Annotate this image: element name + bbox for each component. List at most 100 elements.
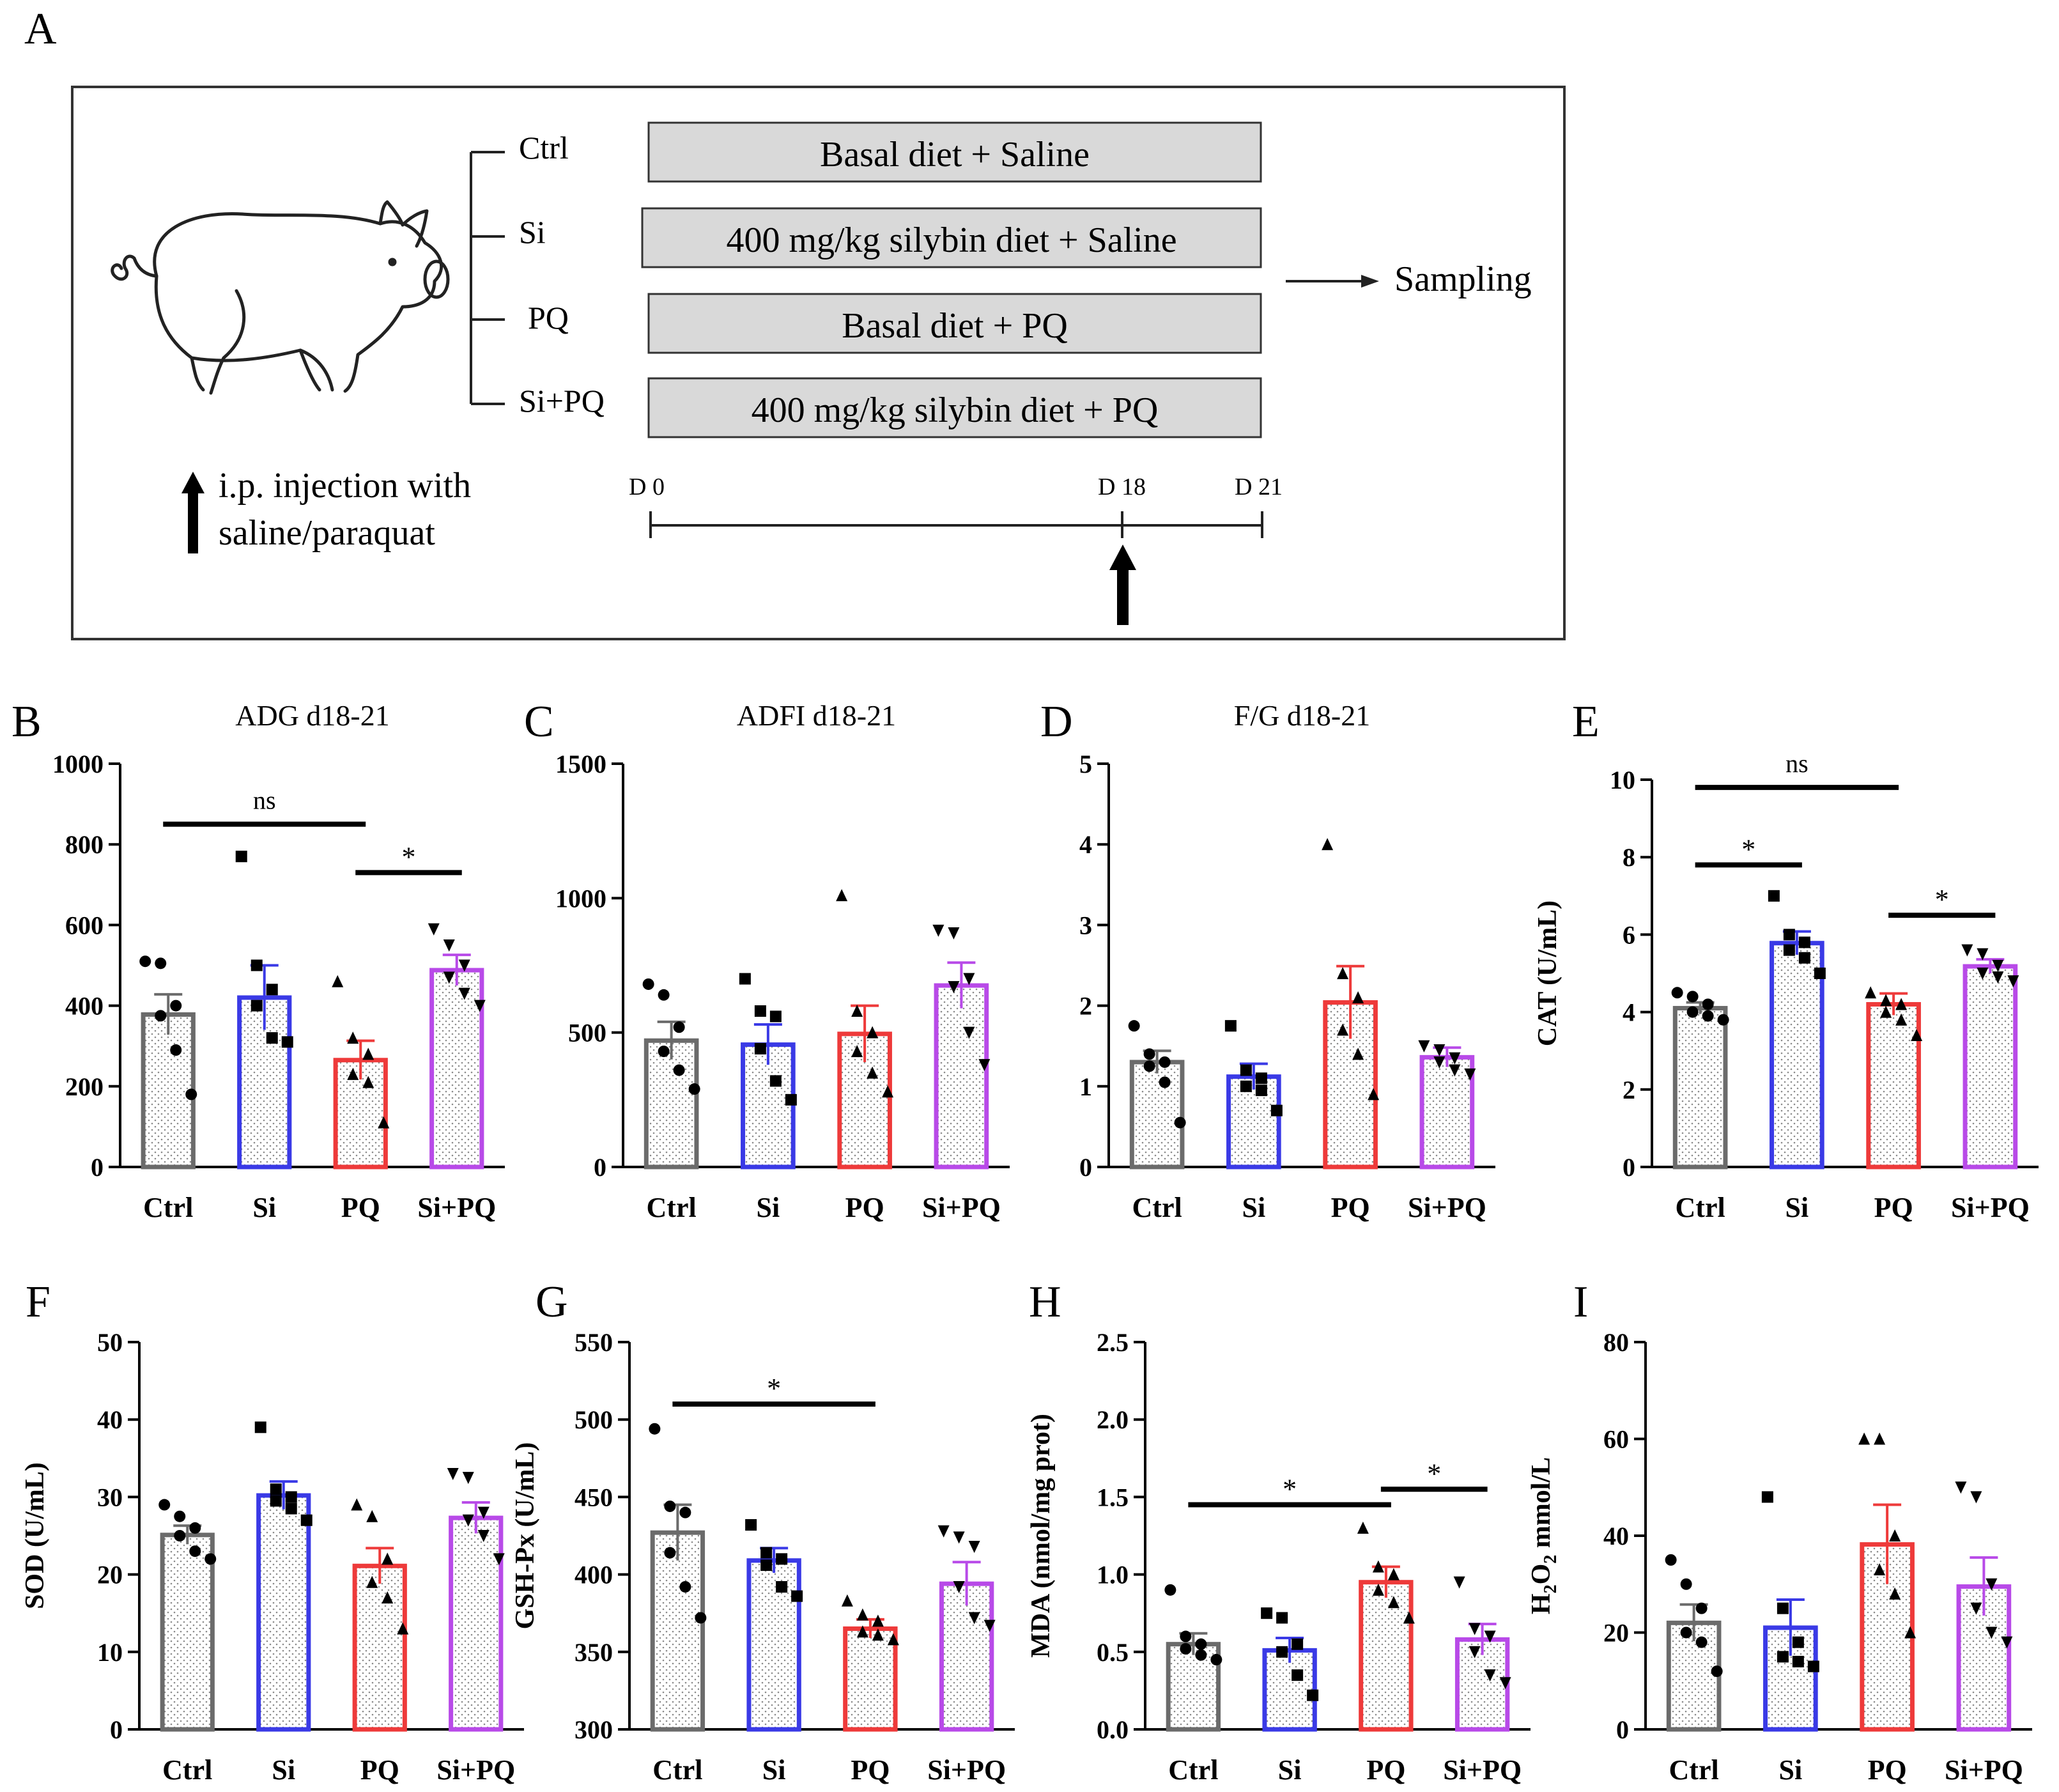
data-point-si-pq [1453, 1576, 1465, 1589]
data-point-si-pq [458, 987, 470, 1000]
y-tick-label: 1.0 [1097, 1561, 1129, 1589]
bar-ctrl [650, 1530, 706, 1732]
data-point-si-pq [1986, 1578, 1998, 1591]
data-point-si-pq [1499, 1677, 1511, 1690]
data-point-pq [1889, 1529, 1901, 1541]
pig-icon [111, 200, 450, 395]
data-point-si-pq [1992, 959, 2004, 972]
data-point-ctrl [1702, 1010, 1714, 1022]
group-bracket [470, 151, 505, 405]
data-point-ctrl [1695, 1602, 1708, 1614]
y-tick-label: 400 [65, 992, 104, 1021]
data-point-pq [362, 1047, 374, 1060]
data-point-si [1240, 1080, 1252, 1092]
data-point-pq [867, 1026, 879, 1039]
data-point-si [1807, 1660, 1819, 1672]
data-point-pq [867, 1066, 879, 1079]
data-point-pq [397, 1622, 409, 1635]
data-point-ctrl [1695, 1636, 1708, 1648]
x-tick-label: Si [252, 1192, 276, 1223]
panel-label-a: A [24, 4, 57, 54]
x-tick-label: Si+PQ [922, 1192, 1001, 1223]
data-point-si [1255, 1072, 1267, 1085]
treatment-text-pq: Basal diet + PQ [842, 306, 1068, 346]
data-point-pq [366, 1575, 378, 1588]
panel-label-e: E [1572, 697, 1600, 746]
arrow-up-icon [181, 472, 204, 553]
data-point-ctrl [1680, 1578, 1692, 1590]
data-point-si [754, 1042, 766, 1054]
x-tick-label: Ctrl [652, 1754, 702, 1786]
bar-si-pq [939, 1581, 994, 1732]
data-point-si-pq [1449, 1052, 1461, 1065]
y-tick-label: 500 [568, 1019, 606, 1047]
data-point-si [1777, 1651, 1789, 1663]
data-point-si [1783, 929, 1795, 941]
data-point-ctrl [673, 1064, 685, 1076]
chart-h2o2: 0 20 40 60 80 H2O2 mmol/L Ctrl Si PQ Si+PQ [1527, 1328, 2032, 1786]
data-point-ctrl [170, 1000, 182, 1012]
data-point-pq [366, 1510, 378, 1522]
data-point-si-pq [1484, 1630, 1496, 1643]
data-point-pq [851, 1045, 863, 1058]
data-point-ctrl [664, 1500, 676, 1512]
x-tick-label: Si+PQ [1408, 1192, 1486, 1223]
data-point-si [1777, 1602, 1789, 1614]
significance-label: * [402, 841, 416, 872]
significance-label: ns [1785, 749, 1808, 778]
data-point-si [1798, 952, 1810, 964]
data-point-si [769, 1075, 782, 1087]
x-tick-label: Si [762, 1754, 786, 1786]
data-point-si [1783, 944, 1795, 956]
treatment-box-si [641, 207, 1262, 268]
data-point-pq [1372, 1560, 1384, 1573]
data-point-pq [872, 1614, 884, 1627]
y-tick-label: 6 [1623, 920, 1635, 949]
data-point-ctrl [155, 1010, 167, 1022]
data-point-si-pq [462, 1472, 474, 1485]
data-point-si [235, 851, 247, 863]
bar-si-pq [449, 1515, 504, 1732]
data-point-si [1240, 1064, 1252, 1076]
data-point-ctrl [1210, 1653, 1222, 1665]
data-point-pq [1372, 1583, 1384, 1596]
chart-mda: 0.0 0.5 1.0 1.5 2.0 2.5 MDA (nmol/mg prot) Ctrl… [1026, 1328, 1531, 1786]
data-point-si [760, 1559, 773, 1572]
data-point-si-pq [1977, 968, 1989, 980]
panel-label-d: D [1040, 697, 1073, 746]
data-point-pq [1357, 1521, 1369, 1534]
data-point-si [1761, 1491, 1773, 1503]
data-point-pq [1322, 838, 1334, 851]
data-point-si-pq [963, 973, 975, 985]
y-tick-label: 20 [97, 1561, 123, 1589]
data-point-si [791, 1590, 803, 1602]
data-point-si-pq [948, 927, 960, 940]
chart-fg: 0 1 2 3 4 5 F/G d18-21 Ctrl Si PQ Si+PQ [1079, 699, 1495, 1223]
data-point-si [300, 1514, 312, 1526]
y-axis-label: SOD (U/mL) [20, 1462, 50, 1609]
data-point-ctrl [1174, 1116, 1186, 1129]
data-point-ctrl [1159, 1076, 1171, 1088]
data-point-si-pq [1955, 1481, 1967, 1494]
data-point-si [270, 1495, 282, 1507]
data-point-si-pq [1484, 1669, 1496, 1682]
x-tick-label: Ctrl [1669, 1754, 1719, 1786]
data-point-si-pq [1970, 1602, 1982, 1615]
data-point-ctrl [673, 1021, 685, 1033]
bar-si-pq [429, 968, 484, 1170]
data-point-ctrl [1195, 1638, 1207, 1650]
y-tick-label: 4 [1623, 998, 1635, 1027]
y-tick-label: 1000 [555, 884, 606, 913]
data-point-ctrl [155, 957, 167, 969]
data-point-pq [1387, 1596, 1400, 1609]
x-tick-label: Ctrl [647, 1192, 697, 1223]
bar-ctrl [1672, 1006, 1728, 1170]
data-point-si [1768, 890, 1780, 902]
data-point-pq [382, 1591, 394, 1603]
chart-adfi: 0 500 1000 1500 ADFI d18-21 Ctrl Si PQ Si+PQ [555, 699, 1010, 1223]
group-label-si: Si [519, 214, 546, 250]
significance-label: ns [253, 786, 276, 815]
data-point-si-pq [1464, 1068, 1476, 1081]
chart-title: F/G d18-21 [1234, 699, 1370, 732]
data-point-si [1276, 1646, 1288, 1658]
